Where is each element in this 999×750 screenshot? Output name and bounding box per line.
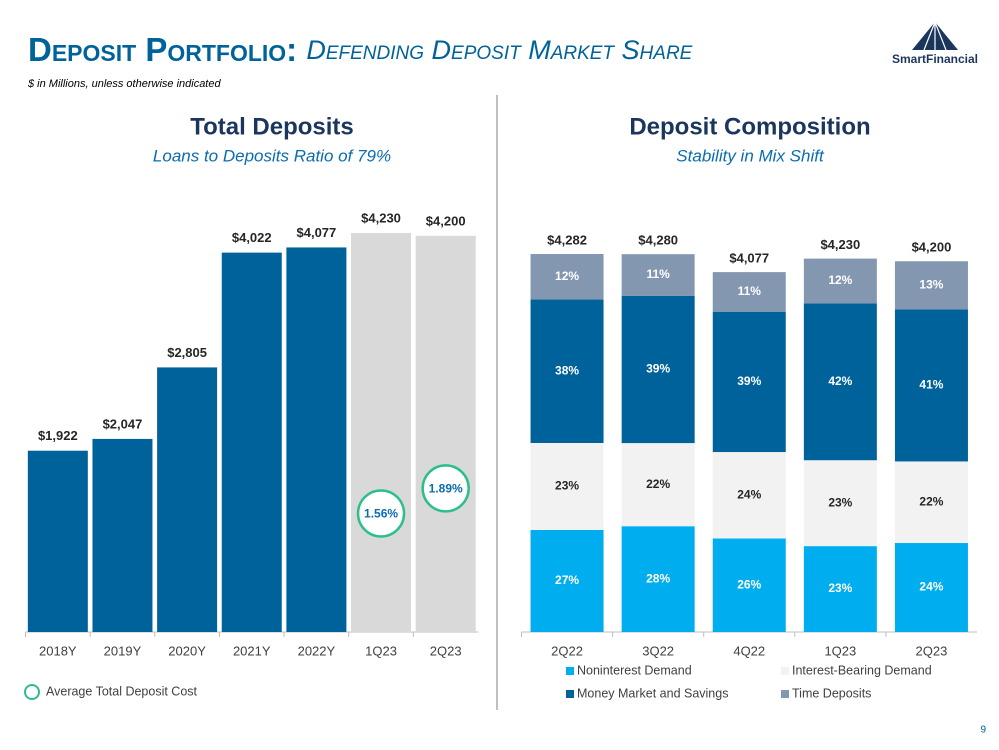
logo: SmartFinancial bbox=[892, 21, 978, 66]
x-tick-label: 1Q23 bbox=[824, 643, 856, 658]
total-label: $4,230 bbox=[820, 237, 860, 252]
legend-label: Average Total Deposit Cost bbox=[46, 684, 198, 698]
chart-title: Total Deposits bbox=[190, 113, 354, 140]
total-label: $4,280 bbox=[638, 233, 678, 248]
segment-label: 38% bbox=[555, 363, 579, 377]
bar-segment bbox=[803, 460, 877, 547]
segment-label: 12% bbox=[555, 269, 579, 283]
value-label: $2,805 bbox=[167, 345, 207, 360]
bar bbox=[92, 438, 153, 632]
logo-text: SmartFinancial bbox=[892, 52, 978, 66]
bar-segment bbox=[621, 526, 695, 632]
segment-label: 11% bbox=[646, 267, 670, 281]
bar bbox=[221, 252, 282, 632]
x-tick-label: 2021Y bbox=[233, 643, 271, 658]
bar-segment bbox=[530, 299, 604, 443]
segment-label: 26% bbox=[737, 577, 761, 591]
bar-segment bbox=[803, 258, 877, 304]
segment-label: 23% bbox=[828, 495, 852, 509]
bar bbox=[286, 247, 347, 632]
segment-label: 24% bbox=[737, 487, 761, 501]
title-main: Deposit Portfolio: bbox=[28, 31, 297, 68]
x-tick-label: 3Q22 bbox=[642, 643, 674, 658]
cost-label: 1.56% bbox=[364, 507, 398, 521]
bar-segment bbox=[530, 254, 604, 300]
total-label: $4,200 bbox=[912, 240, 952, 255]
segment-label: 12% bbox=[828, 273, 852, 287]
value-label: $4,022 bbox=[232, 230, 272, 245]
bar bbox=[27, 450, 88, 632]
chart-subtitle: Loans to Deposits Ratio of 79% bbox=[153, 146, 391, 165]
segment-label: 13% bbox=[919, 278, 943, 292]
x-tick-label: 4Q22 bbox=[733, 643, 765, 658]
value-label: $4,077 bbox=[297, 225, 337, 240]
note: $ in Millions, unless otherwise indicate… bbox=[27, 78, 221, 90]
bar-segment bbox=[803, 303, 877, 461]
bar bbox=[351, 233, 412, 632]
logo-icon-lines bbox=[923, 21, 947, 51]
legend-label: Time Deposits bbox=[792, 686, 871, 700]
bar-segment bbox=[894, 543, 968, 632]
bar-segment bbox=[894, 461, 968, 544]
chart-subtitle: Stability in Mix Shift bbox=[676, 146, 825, 165]
segment-label: 41% bbox=[919, 378, 943, 392]
bar-segment bbox=[621, 254, 695, 296]
segment-label: 23% bbox=[555, 479, 579, 493]
legend-label: Noninterest Demand bbox=[577, 663, 692, 677]
bar-segment bbox=[803, 546, 877, 632]
x-tick-label: 2018Y bbox=[39, 643, 77, 658]
legend-swatch bbox=[566, 690, 574, 698]
page-number: 9 bbox=[980, 725, 986, 736]
cost-label: 1.89% bbox=[429, 482, 463, 496]
x-tick-label: 1Q23 bbox=[365, 643, 397, 658]
x-tick-label: 2Q23 bbox=[430, 643, 462, 658]
bar-segment bbox=[894, 261, 968, 310]
total-label: $4,077 bbox=[729, 251, 769, 266]
segment-label: 39% bbox=[646, 362, 670, 376]
bar-segment bbox=[712, 452, 786, 539]
chart-title: Deposit Composition bbox=[629, 113, 870, 140]
title-sub: Defending Deposit Market Share bbox=[306, 35, 692, 65]
segment-label: 22% bbox=[919, 494, 943, 508]
bar-segment bbox=[530, 443, 604, 530]
bar-segment bbox=[621, 443, 695, 527]
bar-segment bbox=[712, 272, 786, 312]
segment-label: 24% bbox=[919, 580, 943, 594]
bar-segment bbox=[712, 311, 786, 453]
x-tick-label: 2022Y bbox=[298, 643, 336, 658]
segment-label: 27% bbox=[555, 573, 579, 587]
bar-segment bbox=[894, 309, 968, 462]
segment-label: 11% bbox=[738, 284, 762, 298]
total-label: $4,282 bbox=[547, 232, 587, 247]
value-label: $4,230 bbox=[361, 210, 401, 225]
x-tick-label: 2020Y bbox=[168, 643, 206, 658]
value-label: $4,200 bbox=[426, 213, 466, 228]
bar bbox=[415, 235, 476, 633]
value-label: $2,047 bbox=[103, 416, 143, 431]
value-label: $1,922 bbox=[38, 428, 78, 443]
segment-label: 28% bbox=[646, 571, 670, 585]
bar bbox=[157, 367, 218, 632]
slide-title: Deposit Portfolio: Defending Deposit Mar… bbox=[28, 31, 693, 68]
segment-label: 22% bbox=[646, 477, 670, 491]
cost-marker bbox=[421, 464, 470, 513]
segment-label: 23% bbox=[828, 581, 852, 595]
legend-swatch bbox=[781, 690, 789, 698]
x-tick-label: 2Q23 bbox=[916, 643, 948, 658]
legend-label: Interest-Bearing Demand bbox=[792, 663, 932, 677]
cost-marker bbox=[356, 489, 406, 538]
legend-swatch bbox=[566, 667, 574, 675]
x-tick-label: 2Q22 bbox=[551, 643, 583, 658]
segment-label: 42% bbox=[828, 374, 852, 388]
x-tick-label: 2019Y bbox=[104, 643, 142, 658]
legend-marker bbox=[24, 684, 40, 700]
segment-label: 39% bbox=[737, 374, 761, 388]
legend-label: Money Market and Savings bbox=[577, 686, 728, 700]
bar-segment bbox=[621, 295, 695, 444]
legend-swatch bbox=[781, 667, 789, 675]
bar-segment bbox=[712, 538, 786, 632]
bar-segment bbox=[530, 529, 604, 632]
